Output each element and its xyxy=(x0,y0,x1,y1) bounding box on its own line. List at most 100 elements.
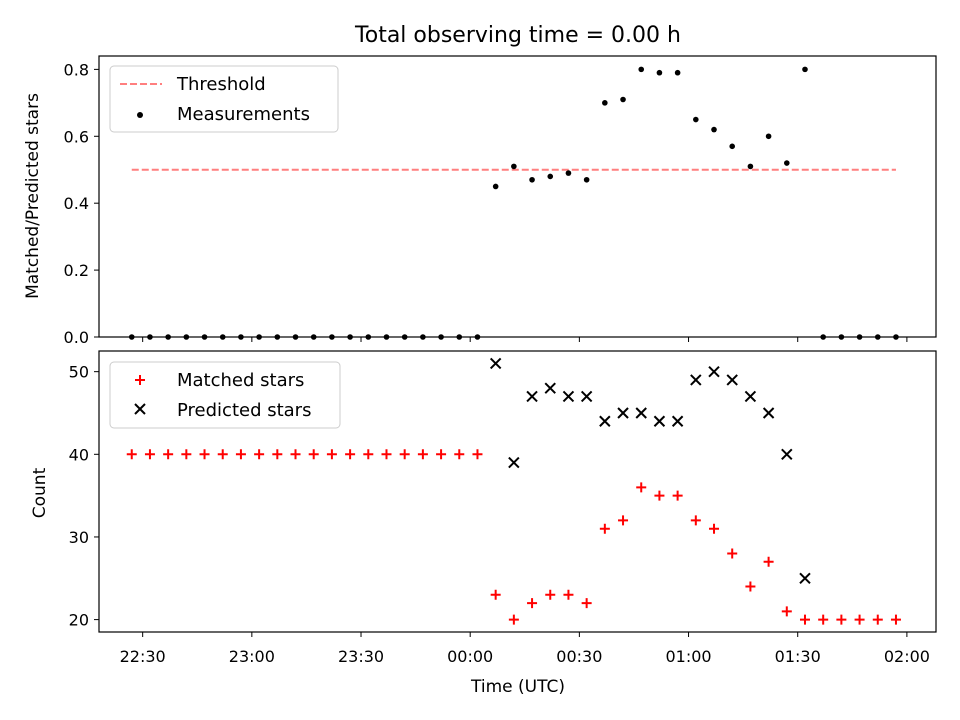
legend-matched-swatch xyxy=(135,375,145,385)
x-tick-label: 23:00 xyxy=(229,647,275,666)
predicted-star-point xyxy=(635,407,647,419)
bottom-legend-box xyxy=(109,361,341,429)
bottom-y-axis-label: Count xyxy=(30,467,50,518)
measurement-point xyxy=(838,334,845,340)
measurement-point xyxy=(201,334,208,340)
measurement-point xyxy=(674,69,681,76)
matched-star-point xyxy=(872,614,883,625)
matched-star-point xyxy=(144,449,155,460)
matched-star-point xyxy=(272,449,283,460)
predicted-star-point xyxy=(599,415,611,427)
x-axis-label: Time (UTC) xyxy=(470,677,565,697)
measurement-point xyxy=(656,69,663,76)
measurement-point xyxy=(383,334,390,340)
matched-star-point xyxy=(254,449,265,460)
x-tick-label: 00:30 xyxy=(556,647,602,666)
x-tick-label: 02:00 xyxy=(884,647,930,666)
matched-star-point xyxy=(599,523,610,534)
predicted-star-point xyxy=(562,390,575,403)
top-legend-box xyxy=(109,65,339,133)
top-y-tick-label: 0.2 xyxy=(64,261,89,280)
matched-star-point xyxy=(345,449,356,460)
matched-star-point xyxy=(126,449,137,460)
predicted-star-point xyxy=(526,390,538,403)
matched-star-point xyxy=(709,523,720,534)
measurement-point xyxy=(638,66,645,73)
predicted-star-point xyxy=(544,382,556,394)
measurement-point xyxy=(219,334,226,340)
matched-star-point xyxy=(363,449,374,460)
measurement-point xyxy=(329,334,335,340)
matched-star-point xyxy=(199,449,210,460)
x-tick-label: 01:30 xyxy=(775,647,821,666)
matched-star-point xyxy=(581,598,592,609)
measurement-point xyxy=(492,183,499,190)
legend-threshold-label: Threshold xyxy=(176,74,266,95)
measurement-point xyxy=(165,334,171,340)
measurement-point xyxy=(693,116,699,123)
measurement-point xyxy=(274,334,281,340)
measurement-point xyxy=(292,334,299,340)
measurement-point xyxy=(511,163,517,170)
top-y-tick-label: 0.8 xyxy=(64,60,89,79)
matched-star-point xyxy=(290,449,301,460)
predicted-star-point xyxy=(799,572,811,584)
matched-star-point xyxy=(527,598,538,609)
measurement-point xyxy=(874,334,881,340)
matched-star-point xyxy=(818,614,829,625)
measurement-point xyxy=(456,334,463,340)
measurement-point xyxy=(820,334,826,340)
measurement-point xyxy=(365,334,372,340)
bottom-y-tick-label: 50 xyxy=(69,363,89,382)
matched-star-point xyxy=(308,449,319,460)
matched-star-point xyxy=(545,589,556,600)
bottom-y-tick-label: 40 xyxy=(69,445,89,464)
top-y-tick-label: 0.6 xyxy=(64,127,89,146)
measurement-point xyxy=(128,334,135,340)
bottom-y-tick-label: 30 xyxy=(69,528,89,547)
x-tick-label: 22:30 xyxy=(120,647,166,666)
matched-star-point xyxy=(781,606,792,617)
measurement-point xyxy=(602,100,608,106)
matched-star-point xyxy=(472,449,483,460)
bottom-plot-frame xyxy=(98,350,937,633)
measurement-point xyxy=(583,176,590,183)
measurement-point xyxy=(183,334,190,340)
legend-matched-label: Matched stars xyxy=(177,370,304,391)
top-axes: 0.0 0.2 0.4 0.6 0.8 xyxy=(64,55,937,347)
x-tick-label: 00:00 xyxy=(447,647,493,666)
matched-star-point xyxy=(399,449,410,460)
top-y-tick-label: 0.0 xyxy=(64,328,89,347)
legend-measurements-swatch xyxy=(137,112,143,118)
measurement-point xyxy=(256,334,262,340)
matched-star-point xyxy=(454,449,465,460)
matched-star-point xyxy=(672,490,683,501)
predicted-star-point xyxy=(617,407,629,419)
predicted-star-point xyxy=(508,456,520,469)
bottom-legend: Matched stars Predicted stars xyxy=(109,361,341,429)
top-plot-frame xyxy=(98,55,937,338)
matched-star-point xyxy=(854,614,865,625)
bottom-y-tick-label: 20 xyxy=(69,611,89,630)
measurement-point xyxy=(474,334,481,340)
measurement-point xyxy=(347,334,353,340)
measurement-point xyxy=(238,334,244,340)
measurement-point xyxy=(765,133,772,140)
predicted-star-point xyxy=(489,357,502,370)
x-tick-label: 23:30 xyxy=(338,647,384,666)
measurement-point xyxy=(565,170,572,176)
matched-star-point xyxy=(836,614,847,625)
matched-star-point xyxy=(563,589,574,600)
x-tick-label: 01:00 xyxy=(665,647,711,666)
legend-predicted-label: Predicted stars xyxy=(177,400,311,421)
chart-title: Total observing time = 0.00 h xyxy=(354,23,681,48)
measurement-point xyxy=(856,334,863,340)
matched-star-point xyxy=(163,449,174,460)
measurement-point xyxy=(420,334,426,340)
predicted-star-point xyxy=(671,415,684,427)
measurement-point xyxy=(529,176,535,183)
predicted-star-point xyxy=(726,374,738,386)
matched-star-point xyxy=(636,482,647,493)
measurement-point xyxy=(147,334,153,340)
matched-star-point xyxy=(745,581,756,592)
